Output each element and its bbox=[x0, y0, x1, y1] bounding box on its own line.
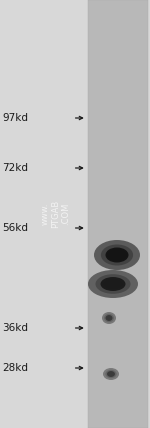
Text: www.
PTGAB
.COM: www. PTGAB .COM bbox=[41, 200, 70, 228]
Ellipse shape bbox=[100, 277, 126, 291]
Ellipse shape bbox=[105, 315, 112, 321]
Text: 56kd: 56kd bbox=[2, 223, 28, 233]
Ellipse shape bbox=[103, 368, 119, 380]
Ellipse shape bbox=[105, 370, 117, 378]
Ellipse shape bbox=[106, 315, 112, 321]
Ellipse shape bbox=[88, 270, 138, 298]
Bar bbox=[88, 0, 148, 428]
Text: 36kd: 36kd bbox=[2, 323, 28, 333]
Ellipse shape bbox=[94, 240, 140, 270]
Ellipse shape bbox=[101, 244, 133, 265]
Ellipse shape bbox=[108, 372, 114, 376]
Ellipse shape bbox=[105, 247, 129, 262]
Ellipse shape bbox=[96, 274, 130, 294]
Text: 28kd: 28kd bbox=[2, 363, 28, 373]
Text: 72kd: 72kd bbox=[2, 163, 28, 173]
Ellipse shape bbox=[107, 371, 115, 377]
Ellipse shape bbox=[104, 314, 114, 322]
Ellipse shape bbox=[108, 249, 126, 261]
Ellipse shape bbox=[103, 278, 123, 290]
Text: 97kd: 97kd bbox=[2, 113, 28, 123]
Ellipse shape bbox=[102, 312, 116, 324]
